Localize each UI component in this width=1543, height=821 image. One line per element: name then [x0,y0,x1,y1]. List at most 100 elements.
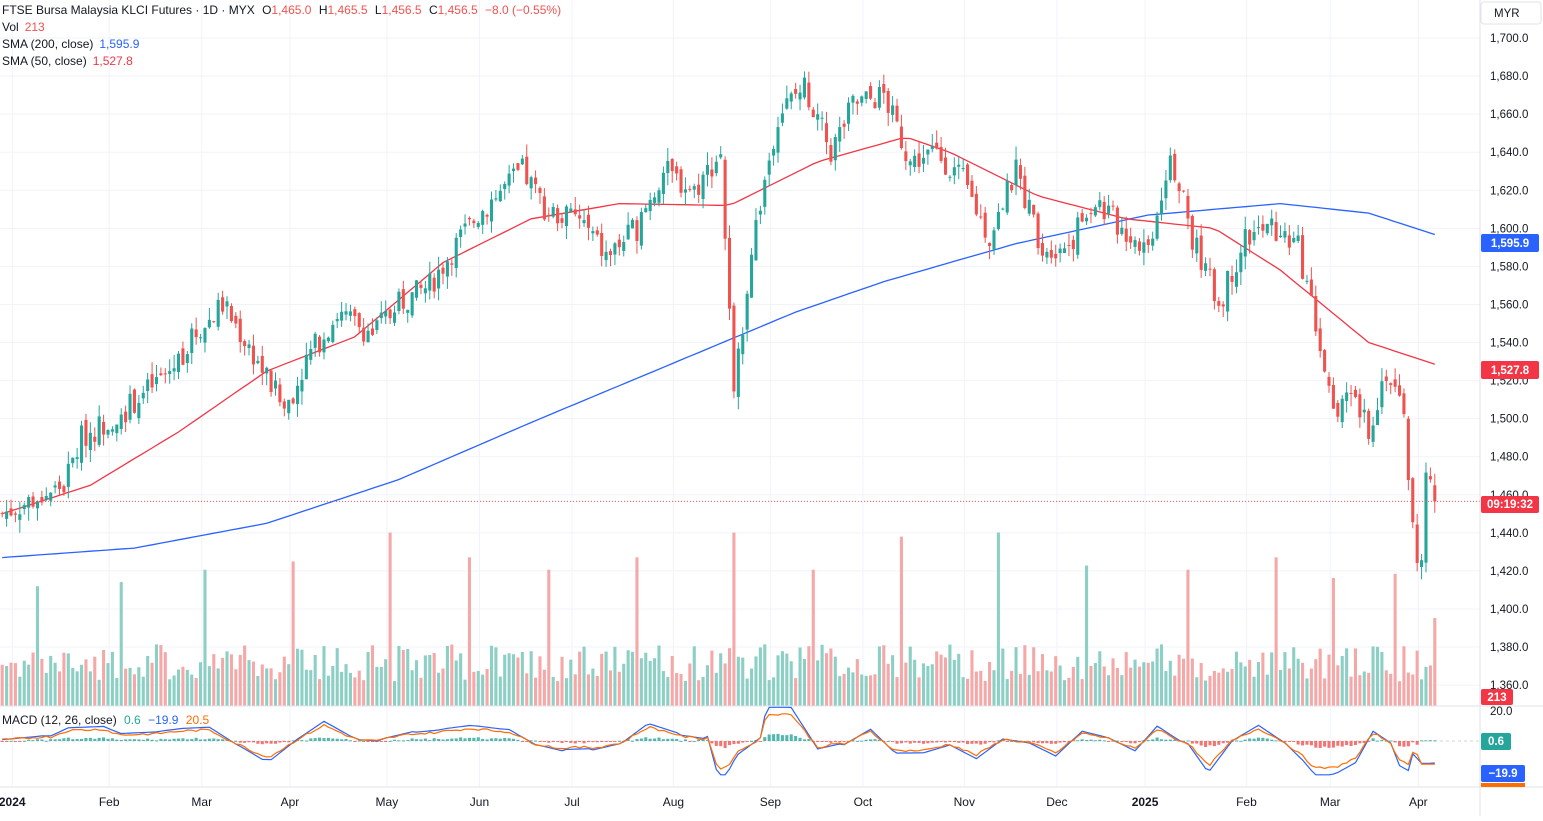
volume-bar [670,655,674,706]
candle-body [344,311,348,315]
macd-hist-bar [318,737,322,741]
macd-hist-bar [146,738,150,741]
macd-hist-bar [1089,739,1093,741]
macd-hist-bar [322,738,326,741]
candle-body [798,92,802,100]
price-tick-label: 1,380.0 [1490,642,1528,654]
macd-hist-bar [1151,739,1155,741]
candle-body [591,231,595,234]
volume-legend[interactable]: Vol 213 [2,20,45,34]
volume-bar [269,668,273,706]
candle-body [586,214,591,228]
volume-bar [199,662,203,706]
candle-body [899,126,903,149]
macd-hist-bar [384,741,388,742]
volume-bar [683,680,687,706]
macd-hist-bar [9,740,13,742]
macd-hist-bar [357,740,361,742]
macd-hist-bar [820,741,824,742]
candle-body [62,486,66,493]
volume-bar [869,675,873,706]
volume-bar [441,668,445,706]
volume-bar [1433,618,1437,706]
symbol-title[interactable]: FTSE Bursa Malaysia KLCI Futures · 1D · … [2,3,255,17]
candle-body [833,137,837,161]
volume-bar [489,645,494,706]
volume-bar [1071,666,1075,706]
volume-bar [1349,676,1353,706]
candle-body [313,333,317,348]
macd-hist-bar [635,739,639,741]
volume-bar [401,649,405,706]
candle-body [917,153,921,167]
macd-hist-bar [57,739,62,741]
macd-hist-bar [207,738,211,741]
volume-bar [318,679,322,706]
candle-body [1358,394,1362,418]
volume-bar [119,582,123,706]
candle-body [291,398,295,404]
sma50-legend[interactable]: SMA (50, close) 1,527.8 [2,54,133,68]
macd-hist-bar [370,741,375,742]
macd-hist-bar [1045,741,1049,744]
macd-legend[interactable]: MACD (12, 26, close) 0.6 −19.9 20.5 [2,713,210,727]
candle-body [1111,205,1115,207]
macd-hist-bar [287,741,291,743]
volume-bar [1111,658,1115,706]
volume-bar [247,660,251,706]
macd-hist-bar [348,740,352,742]
volume-bar [1305,678,1309,706]
candle-body [873,102,877,109]
macd-hist-bar [569,741,573,743]
volume-bar [1062,680,1067,706]
volume-bar [1049,671,1053,706]
volume-bar [212,654,216,706]
candle-body [957,164,961,167]
candle-body [260,356,264,373]
candle-body [930,145,934,150]
price-axis[interactable]: 1,360.01,380.01,400.01,420.01,440.01,480… [1490,33,1528,692]
macd-hist-bar [556,741,560,743]
volume-bar [807,646,811,706]
macd-hist-bar [939,741,943,742]
sma200-legend[interactable]: SMA (200, close) 1,595.9 [2,37,140,51]
candle-body [1305,280,1309,282]
macd-hist-bar [366,741,370,742]
candle-body [229,306,233,322]
macd-hist-bar [692,740,696,742]
macd-hist-bar [802,739,806,741]
macd-hist-bar [481,738,485,741]
candle-body [948,176,952,178]
macd-hist-bar [441,739,445,741]
volume-bar [84,659,88,706]
candle-body [132,389,136,413]
volume-bar [304,669,308,706]
volume-bar [106,663,110,706]
time-axis[interactable]: 2024 Feb Mar Apr May Jun Jul Aug Sep Oct Nov Dec 202… [0,795,1428,809]
candle-body [44,496,48,500]
macd-hist-bar [102,737,106,741]
macd-hist-bar [432,738,436,741]
volume-bar [617,671,621,706]
candle-body [137,402,141,419]
currency-button[interactable] [1480,1,1542,25]
volume-bar [256,675,260,706]
macd-hist-bar [1129,741,1133,744]
volume-bar [216,668,220,706]
macd-hist-bar [648,738,652,741]
macd-hist-bar [683,739,687,741]
macd-hist-bar [49,739,53,741]
macd-hist-bar [97,737,101,741]
volume-bar [1164,671,1168,706]
candle-body [657,190,661,203]
volume-bar [207,666,211,706]
macd-hist-bar [428,740,432,742]
candle-body [534,177,538,185]
ohlc-high: H1,465.5 [318,3,368,17]
macd-hist-bar [35,739,40,741]
macd-hist-bar [1032,741,1036,743]
macd-hist-bar [106,738,110,741]
macd-hist-bar [1415,741,1419,745]
